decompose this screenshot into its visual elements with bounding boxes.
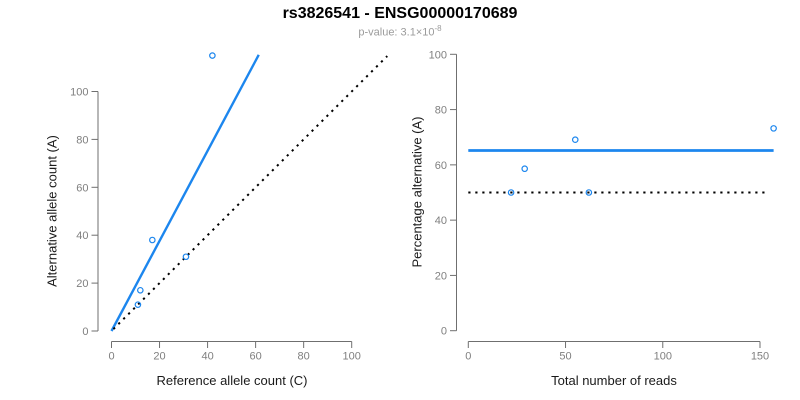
left-y-axis-label: Alternative allele count (A) bbox=[44, 135, 60, 287]
allele-counts-plot: 0 20 40 60 80 100 0 20 40 60 80 100 bbox=[70, 52, 388, 363]
percentage-alternative-plot-x-axis bbox=[467, 341, 761, 348]
percentage-alternative-plot-x-tick-label: 0 bbox=[465, 351, 471, 363]
allele-counts-plot-y-tick-label: 40 bbox=[76, 230, 88, 242]
data-point bbox=[585, 189, 593, 196]
allele-counts-plot-y-tick-label: 60 bbox=[76, 182, 88, 194]
allele-counts-plot-x-tick-label: 60 bbox=[249, 351, 261, 363]
allele-counts-plot-x-axis bbox=[111, 341, 353, 348]
allele-counts-plot-y-tick-label: 80 bbox=[76, 134, 88, 146]
p-value-text: p-value: 3.1×10 bbox=[358, 26, 435, 39]
percentage-alternative-plot-y-tick-label: 100 bbox=[429, 49, 447, 61]
p-value-exponent: -8 bbox=[434, 24, 442, 33]
allele-counts-plot-x-tick-label: 80 bbox=[298, 351, 310, 363]
percentage-alternative-plot-y-tick-label: 40 bbox=[435, 215, 447, 227]
percentage-alternative-plot: 0 20 40 60 80 100 0 50 100 150 bbox=[429, 49, 777, 363]
percentage-alternative-plot-y-axis bbox=[450, 53, 457, 332]
allele-counts-plot-y-tick-label: 100 bbox=[70, 87, 88, 99]
data-point bbox=[770, 125, 777, 132]
figure-title: rs3826541 - ENSG00000170689 bbox=[282, 5, 518, 22]
allele-counts-plot-x-tick-label: 0 bbox=[108, 351, 114, 363]
percentage-alternative-plot-x-tick-label: 150 bbox=[751, 351, 769, 363]
allele-counts-plot-points bbox=[134, 52, 216, 308]
percentage-alternative-plot-points bbox=[507, 125, 777, 196]
data-point bbox=[149, 236, 156, 244]
data-point bbox=[134, 301, 142, 308]
right-x-axis-label: Total number of reads bbox=[551, 373, 677, 388]
percentage-alternative-plot-y-tick-label: 60 bbox=[435, 160, 447, 172]
percentage-alternative-plot-y-tick-label: 80 bbox=[435, 105, 447, 117]
identity-line bbox=[112, 55, 388, 330]
data-point bbox=[209, 52, 216, 59]
percentage-alternative-plot-x-tick-label: 50 bbox=[559, 351, 571, 363]
percentage-alternative-plot-x-tick-label: 100 bbox=[654, 351, 672, 363]
data-point bbox=[137, 286, 144, 294]
figure-subtitle: p-value: 3.1×10-8 bbox=[0, 24, 800, 39]
data-point bbox=[521, 165, 528, 173]
data-point bbox=[182, 253, 190, 261]
allele-counts-plot-x-tick-label: 100 bbox=[343, 351, 361, 363]
percentage-alternative-plot-y-tick-label: 20 bbox=[435, 270, 447, 282]
allele-counts-plot-x-tick-label: 40 bbox=[201, 351, 213, 363]
allele-counts-plot-x-tick-label: 20 bbox=[153, 351, 165, 363]
left-x-axis-label: Reference allele count (C) bbox=[156, 373, 308, 388]
right-y-axis-label: Percentage alternative (A) bbox=[409, 116, 425, 268]
data-point bbox=[507, 189, 515, 196]
allele-counts-plot-y-tick-label: 0 bbox=[82, 326, 88, 338]
data-point bbox=[571, 136, 579, 144]
allele-counts-plot-y-axis bbox=[91, 91, 99, 332]
fit-line bbox=[110, 54, 260, 332]
percentage-alternative-plot-y-tick-label: 0 bbox=[441, 326, 447, 338]
allele-counts-plot-y-tick-label: 20 bbox=[76, 278, 88, 290]
